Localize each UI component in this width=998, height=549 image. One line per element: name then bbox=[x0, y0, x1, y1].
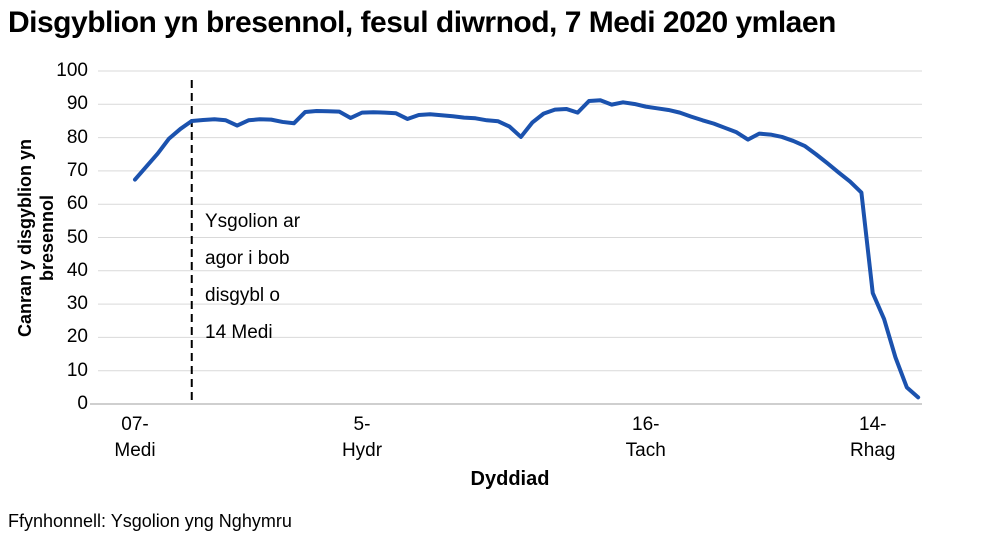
y-tick-label: 100 bbox=[56, 60, 88, 81]
x-tick-label: 16- Tach bbox=[625, 414, 666, 461]
x-axis-title: Dyddiad bbox=[470, 468, 550, 490]
y-tick-label: 80 bbox=[66, 126, 88, 148]
y-tick-label: 30 bbox=[66, 293, 88, 315]
chart-title: Disgyblion yn bresennol, fesul diwrnod, … bbox=[8, 6, 836, 39]
y-tick-label: 0 bbox=[77, 393, 88, 414]
annotation-text: Ysgolion ar agor i bob disgybl o 14 Medi bbox=[205, 211, 301, 343]
y-tick-label: 10 bbox=[66, 359, 88, 381]
x-tick-label: 5- Hydr bbox=[341, 414, 383, 461]
data-line-attendance bbox=[133, 98, 921, 400]
y-tick-label: 50 bbox=[66, 226, 88, 248]
y-tick-label: 90 bbox=[66, 93, 88, 115]
y-tick-label: 20 bbox=[66, 326, 88, 348]
x-tick-label: 14- Rhag bbox=[850, 414, 896, 461]
y-tick-label: 70 bbox=[66, 159, 88, 181]
y-tick-label: 60 bbox=[66, 193, 88, 215]
y-tick-label: 40 bbox=[66, 259, 88, 281]
source-note: Ffynhonnell: Ysgolion yng Nghymru bbox=[8, 511, 292, 531]
x-tick-label: 07- Medi bbox=[114, 414, 156, 461]
